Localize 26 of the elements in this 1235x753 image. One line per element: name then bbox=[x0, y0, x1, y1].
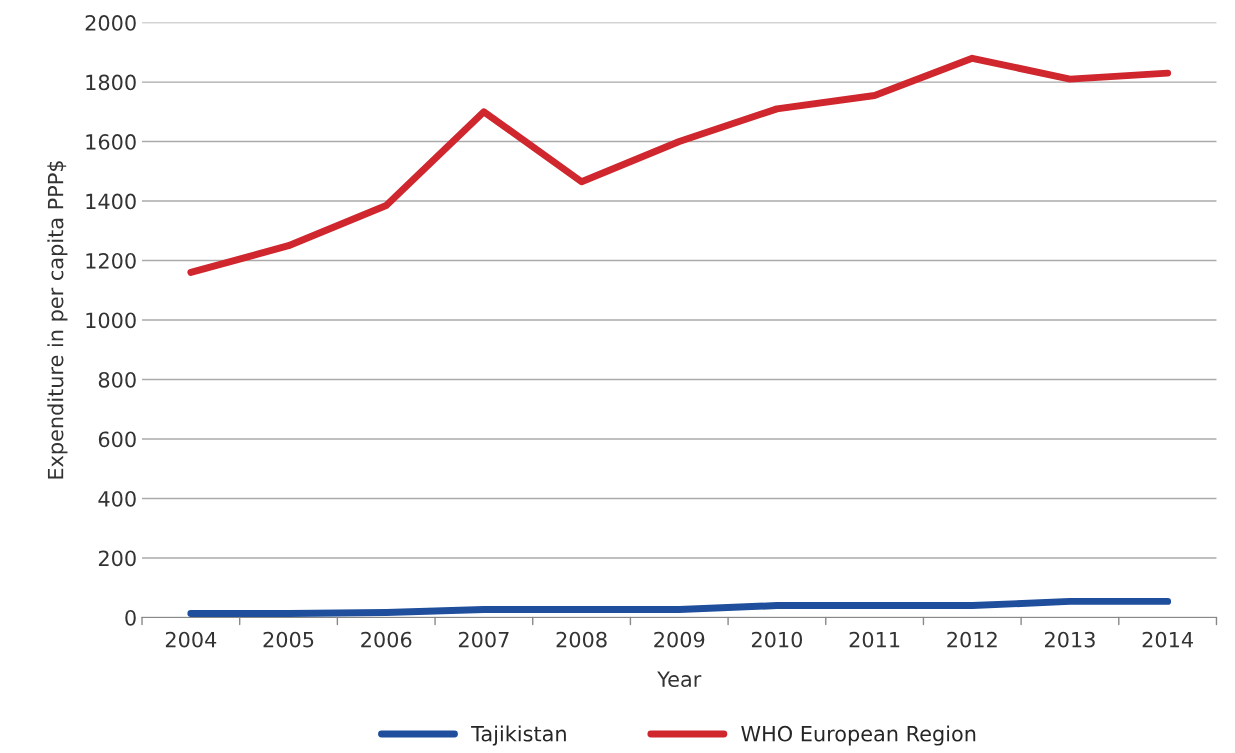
y-tick-label: 800 bbox=[98, 371, 136, 388]
x-tick-label: 2014 bbox=[1142, 631, 1193, 648]
y-tick-label: 0 bbox=[125, 609, 136, 626]
x-tick-label: 2008 bbox=[556, 631, 607, 648]
x-tick-label: 2005 bbox=[263, 631, 314, 648]
x-tick-label: 2006 bbox=[361, 631, 412, 648]
x-axis-title: Year bbox=[657, 671, 702, 688]
legend-label: WHO European Region bbox=[741, 725, 976, 746]
x-tick-label: 2013 bbox=[1044, 631, 1095, 648]
legend-label: Tajikistan bbox=[471, 725, 566, 746]
y-tick-label: 1000 bbox=[86, 312, 136, 329]
x-tick-label: 2007 bbox=[458, 631, 509, 648]
y-tick-label: 1600 bbox=[86, 134, 136, 150]
y-tick-label: 600 bbox=[98, 431, 136, 448]
y-tick-label: 1200 bbox=[86, 252, 136, 269]
y-tick-label: 2000 bbox=[85, 15, 136, 31]
x-tick-label: 2009 bbox=[654, 631, 705, 648]
y-tick-label: 1400 bbox=[86, 193, 136, 210]
y-axis-title: Expenditure in per capita PPP$ bbox=[47, 161, 68, 479]
y-tick-label: 400 bbox=[98, 490, 136, 507]
x-tick-label: 2010 bbox=[751, 631, 803, 648]
x-tick-label: 2011 bbox=[849, 631, 900, 648]
x-tick-label: 2012 bbox=[947, 631, 997, 648]
x-tick-label: 2004 bbox=[165, 631, 217, 648]
y-tick-label: 1800 bbox=[86, 74, 136, 91]
y-tick-label: 200 bbox=[98, 550, 136, 567]
